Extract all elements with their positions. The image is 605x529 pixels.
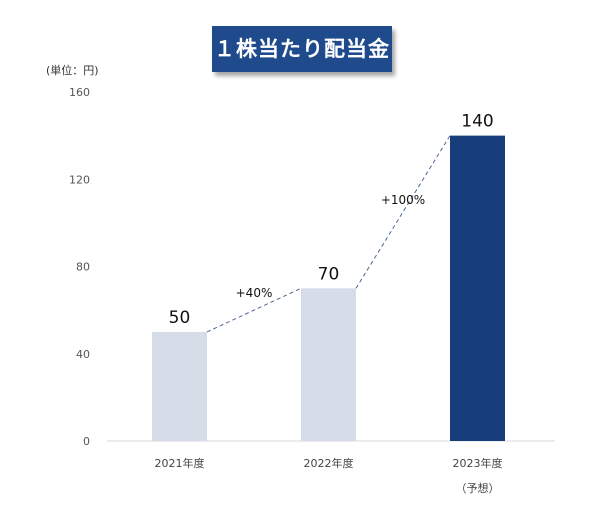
growth-connector	[206, 287, 302, 333]
bar	[450, 135, 505, 441]
x-tick-label: 2023年度	[453, 456, 503, 470]
y-tick-label: 0	[83, 435, 90, 448]
data-label: 50	[169, 308, 191, 328]
growth-annotation: +100%	[381, 193, 425, 207]
y-tick-label: 80	[76, 261, 90, 274]
x-tick-label: 2022年度	[304, 456, 354, 470]
bar	[301, 288, 356, 441]
y-tick-label: 160	[69, 86, 90, 99]
bar	[152, 331, 207, 441]
y-tick-label: 40	[76, 348, 90, 361]
growth-connector	[355, 135, 451, 289]
data-label: 140	[461, 112, 493, 132]
growth-annotation: +40%	[236, 286, 273, 300]
x-tick-sublabel: （予想）	[456, 481, 500, 495]
x-tick-label: 2021年度	[155, 456, 205, 470]
y-tick-label: 120	[69, 173, 90, 186]
unit-label: (単位：円)	[46, 64, 99, 77]
chart-title: １株当たり配当金	[212, 26, 392, 72]
data-label: 70	[318, 264, 340, 284]
